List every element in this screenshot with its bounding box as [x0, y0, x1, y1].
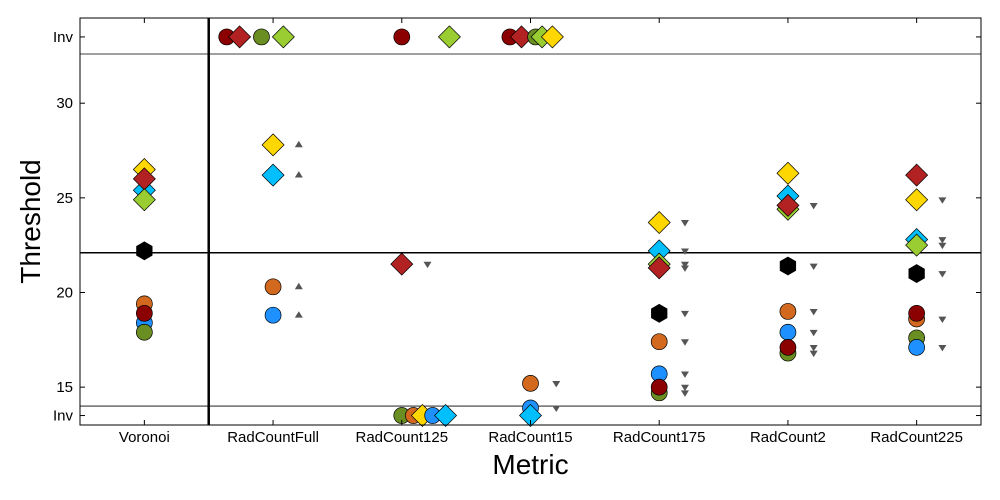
down-triangle-marker — [809, 344, 818, 352]
down-triangle-marker — [423, 261, 432, 269]
x-tick-label: RadCount175 — [613, 429, 706, 446]
circle-marker — [908, 304, 925, 322]
y-axis-title: Threshold — [15, 159, 46, 284]
down-triangle-marker — [680, 261, 689, 269]
circle-marker — [522, 375, 539, 392]
circle-marker — [779, 339, 797, 356]
diamond-marker — [434, 404, 458, 428]
y-axis-ticks: 15 20 25 30 Inv Inv — [53, 29, 981, 425]
circle-marker — [908, 339, 925, 356]
y-tick-label: Inv — [53, 408, 74, 425]
hexagon-marker — [908, 264, 925, 283]
up-triangle-marker — [294, 282, 303, 290]
circle-marker — [136, 304, 153, 322]
hexagon-marker — [651, 303, 668, 323]
diamond-marker — [519, 404, 542, 428]
down-triangle-marker — [938, 344, 947, 352]
x-tick-label: RadCount2 — [750, 429, 826, 446]
down-triangle-marker — [938, 271, 947, 278]
y-tick-label: 20 — [56, 284, 73, 301]
data-markers — [132, 25, 929, 428]
circle-marker — [393, 28, 411, 46]
down-triangle-marker — [938, 316, 947, 323]
x-tick-label: RadCount125 — [355, 429, 448, 446]
diamond-marker — [776, 161, 800, 185]
diamond-marker — [647, 210, 671, 234]
y-tick-label: 30 — [56, 95, 73, 112]
hexagon-marker — [779, 256, 797, 276]
diamond-marker — [647, 256, 671, 280]
x-tick-label: RadCountFull — [227, 429, 319, 446]
y-tick-label: Inv — [53, 29, 74, 46]
circle-marker — [779, 323, 797, 341]
circle-marker — [650, 378, 668, 396]
x-tick-label: Voronoi — [119, 429, 170, 446]
down-triangle-marker — [680, 371, 689, 378]
circle-marker — [264, 278, 282, 296]
hexagon-marker — [136, 241, 153, 261]
up-triangle-marker — [294, 140, 303, 148]
down-triangle-marker — [680, 384, 689, 392]
down-triangle-marker — [938, 242, 947, 250]
diamond-marker — [390, 252, 414, 276]
down-triangle-marker — [680, 265, 689, 272]
up-triangle-marker — [294, 311, 303, 318]
down-triangle-marker — [680, 339, 689, 346]
down-triangle-marker — [680, 390, 689, 397]
diamond-marker — [905, 233, 929, 257]
diamond-marker — [437, 25, 461, 49]
circle-marker — [779, 303, 797, 320]
y-tick-label: 15 — [56, 379, 73, 396]
diamond-marker — [261, 163, 285, 187]
circle-marker — [264, 306, 282, 324]
diamond-marker — [776, 193, 800, 217]
diamond-marker — [905, 163, 929, 187]
down-triangle-marker — [809, 350, 818, 358]
x-axis-title: Metric — [492, 449, 568, 480]
down-triangle-marker — [938, 197, 947, 204]
down-triangle-marker — [809, 203, 818, 210]
down-triangle-marker — [809, 263, 818, 270]
diamond-marker — [271, 25, 295, 49]
circle-marker — [253, 28, 270, 46]
up-triangle-marker — [294, 171, 303, 178]
x-tick-label: RadCount225 — [870, 429, 963, 446]
down-triangle-marker — [680, 220, 689, 227]
down-triangle-marker — [680, 248, 689, 255]
down-triangle-marker — [809, 309, 818, 316]
circle-marker — [136, 323, 153, 341]
down-triangle-marker — [552, 405, 561, 412]
diamond-marker — [228, 25, 252, 49]
diamond-marker — [905, 188, 929, 212]
diamond-marker — [540, 25, 564, 49]
arrow-markers — [294, 140, 947, 412]
down-triangle-marker — [809, 329, 818, 337]
down-triangle-marker — [552, 380, 561, 388]
diamond-marker — [261, 133, 285, 157]
down-triangle-marker — [938, 237, 947, 244]
diamond-marker — [132, 188, 156, 212]
down-triangle-marker — [680, 310, 689, 318]
x-axis-ticks: Voronoi RadCountFull RadCount125 RadCount15… — [119, 18, 963, 446]
x-tick-label: RadCount15 — [488, 429, 572, 446]
y-tick-label: 25 — [56, 190, 73, 207]
circle-marker — [650, 333, 668, 351]
